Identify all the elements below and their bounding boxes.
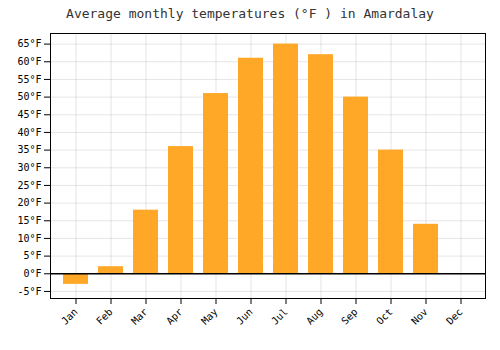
svg-text:Dec: Dec [444,306,465,327]
svg-text:Oct: Oct [374,306,395,327]
svg-text:Jan: Jan [59,306,80,327]
svg-text:40°F: 40°F [17,127,41,138]
svg-text:5°F: 5°F [23,250,41,261]
html-text:Average monthly temperatures (: Average monthly temperatures (°F ) in Am… [66,6,434,21]
svg-text:Jun: Jun [234,306,255,327]
svg-text:-5°F: -5°F [17,286,41,297]
svg-text:Nov: Nov [409,306,430,327]
svg-text:May: May [199,306,220,327]
svg-text:45°F: 45°F [17,109,41,120]
svg-text:65°F: 65°F [17,38,41,49]
svg-text:Apr: Apr [164,306,185,327]
svg-text:Feb: Feb [94,306,115,327]
svg-text:Mar: Mar [129,306,150,327]
svg-text:20°F: 20°F [17,197,41,208]
svg-text:60°F: 60°F [17,56,41,67]
svg-text:Aug: Aug [304,306,325,327]
svg-text:Sep: Sep [339,306,360,327]
svg-text:25°F: 25°F [17,180,41,191]
svg-text:Jul: Jul [269,306,290,327]
svg-text:55°F: 55°F [17,74,41,85]
svg-text:10°F: 10°F [17,233,41,244]
svg-text:0°F: 0°F [23,268,41,279]
svg-text:15°F: 15°F [17,215,41,226]
svg-text:50°F: 50°F [17,91,41,102]
svg-text:30°F: 30°F [17,162,41,173]
svg-text:35°F: 35°F [17,144,41,155]
